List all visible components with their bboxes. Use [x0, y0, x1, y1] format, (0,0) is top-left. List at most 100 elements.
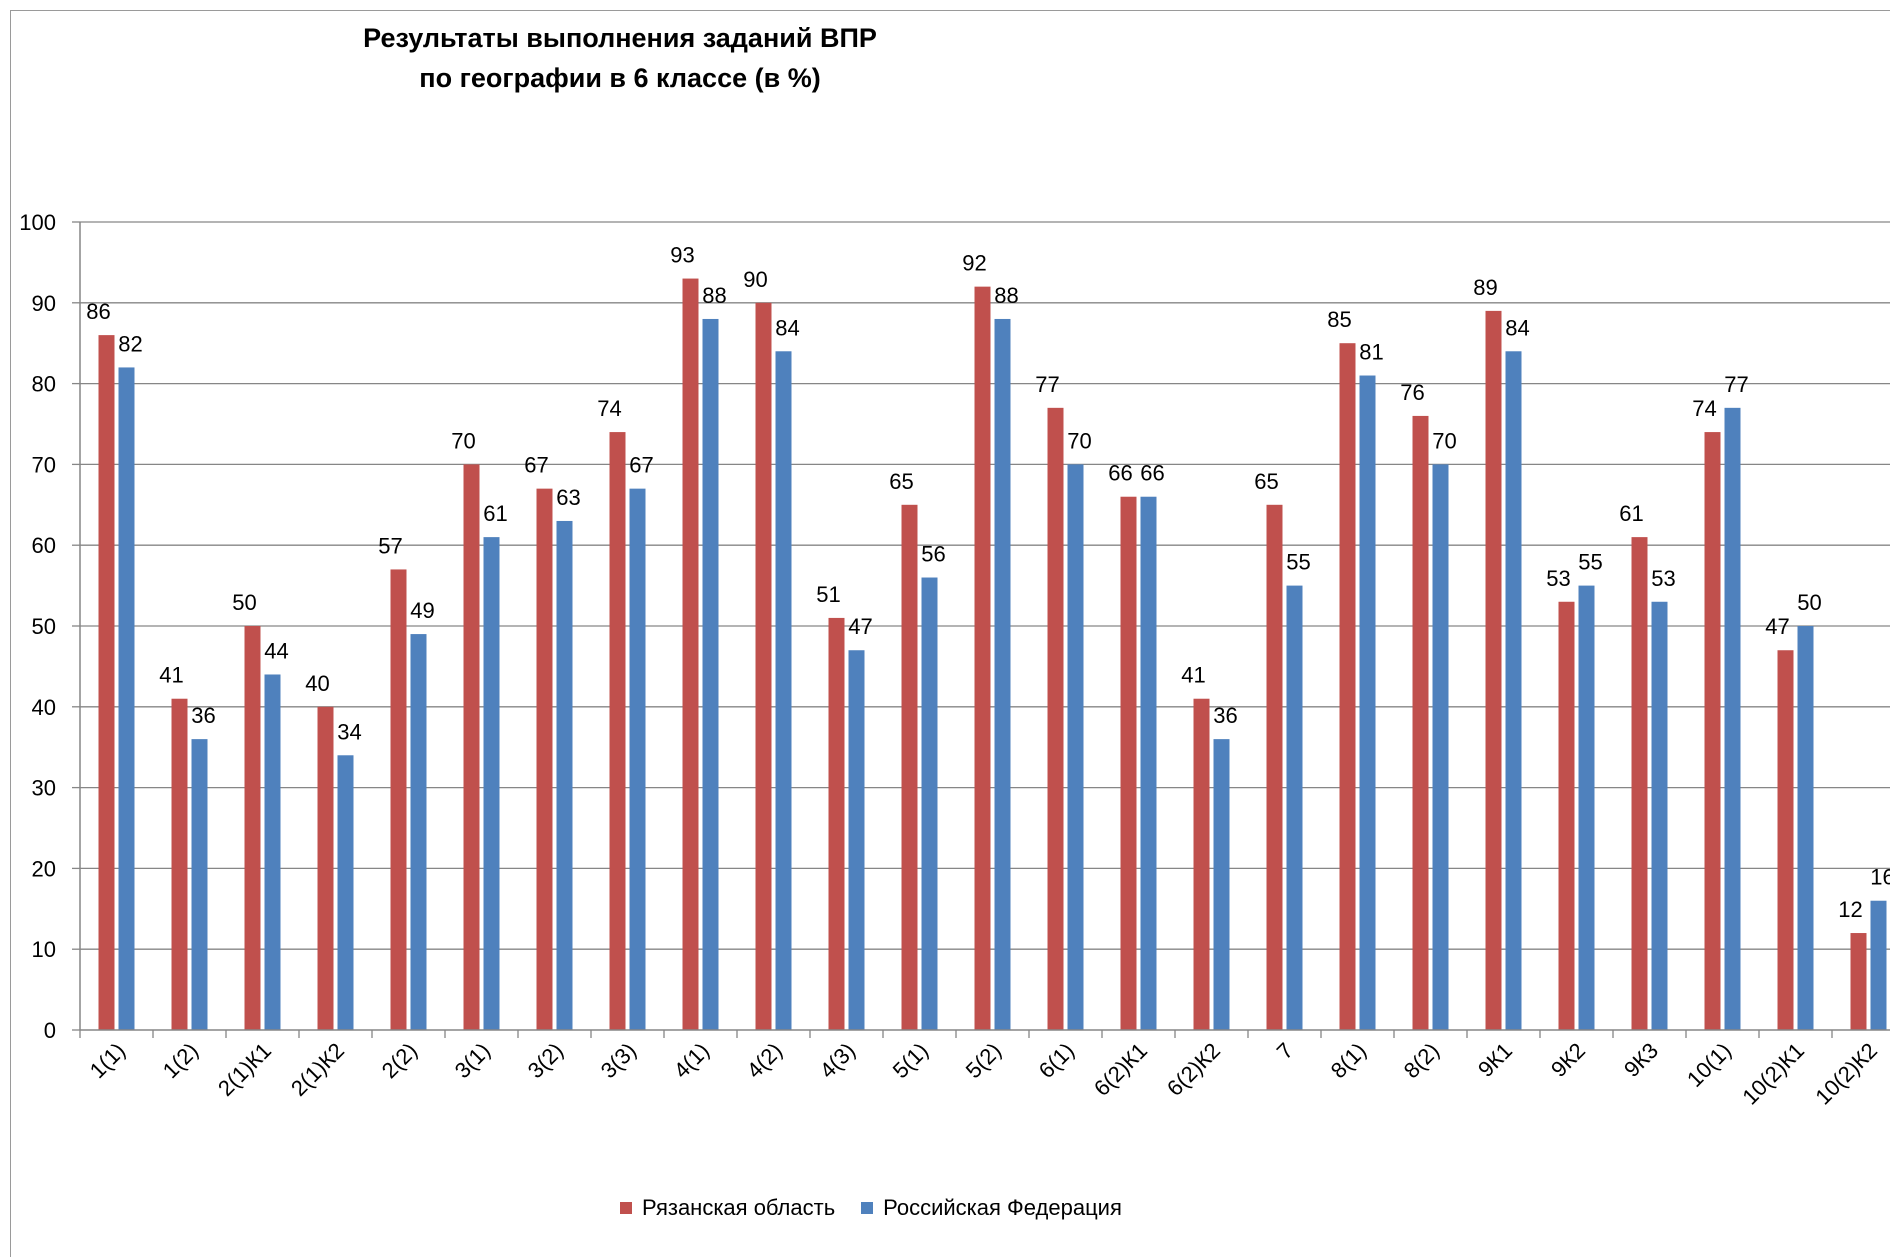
bar — [1558, 601, 1575, 1030]
bar — [463, 464, 480, 1030]
data-label: 51 — [816, 582, 840, 607]
chart-area — [10, 10, 1890, 1257]
data-label: 50 — [232, 590, 256, 615]
data-label: 57 — [378, 533, 402, 558]
y-axis-ticks: 0 10 20 30 40 50 60 70 80 90 100 — [19, 210, 56, 1043]
data-label: 74 — [1692, 396, 1716, 421]
bar — [1777, 650, 1794, 1030]
bar — [1266, 504, 1283, 1030]
x-tick-label: 4(2) — [742, 1038, 787, 1083]
bar — [1140, 496, 1157, 1031]
bar — [1704, 432, 1721, 1031]
bar — [1120, 496, 1137, 1031]
y-tick-label: 80 — [32, 372, 56, 397]
bar — [1213, 739, 1230, 1030]
chart-title-line-1: Результаты выполнения заданий ВПР — [363, 23, 877, 53]
x-tick-label: 9К1 — [1473, 1038, 1517, 1082]
data-label: 67 — [629, 453, 653, 478]
legend: Рязанская область Российская Федерация — [620, 1195, 1148, 1221]
bar — [317, 706, 334, 1030]
bar — [994, 318, 1011, 1031]
data-label: 49 — [410, 598, 434, 623]
data-label: 41 — [1181, 663, 1205, 688]
bar — [1870, 900, 1887, 1030]
data-label: 67 — [524, 453, 548, 478]
bar — [974, 286, 991, 1030]
data-label: 84 — [775, 315, 799, 340]
data-label: 84 — [1505, 315, 1529, 340]
data-label: 53 — [1651, 566, 1675, 591]
x-tick-label: 1(1) — [85, 1038, 130, 1083]
x-tick-label: 6(2)К1 — [1089, 1038, 1152, 1101]
bar — [1339, 343, 1356, 1030]
data-label: 74 — [597, 396, 621, 421]
bar — [1359, 375, 1376, 1030]
y-tick-label: 0 — [44, 1018, 56, 1043]
y-tick-label: 90 — [32, 291, 56, 316]
data-label: 82 — [118, 331, 142, 356]
legend-label-ryazan: Рязанская область — [642, 1195, 836, 1220]
bar — [828, 617, 845, 1030]
x-tick-label: 3(1) — [450, 1038, 495, 1083]
bar — [390, 569, 407, 1030]
data-label: 16 — [1870, 865, 1890, 890]
data-label: 86 — [86, 299, 110, 324]
x-tick-label: 6(2)К2 — [1162, 1038, 1225, 1101]
bar — [556, 520, 573, 1030]
x-tick-label: 10(2)К2 — [1810, 1038, 1882, 1110]
bar — [1193, 698, 1210, 1030]
data-label: 66 — [1140, 461, 1164, 486]
bar — [171, 698, 188, 1030]
x-tick-label: 6(1) — [1034, 1038, 1079, 1083]
data-label: 36 — [191, 703, 215, 728]
x-tick-label: 2(2) — [377, 1038, 422, 1083]
data-label: 70 — [451, 428, 475, 453]
bar — [536, 488, 553, 1030]
y-tick-label: 70 — [32, 452, 56, 477]
data-label: 36 — [1213, 703, 1237, 728]
bar — [702, 318, 719, 1031]
bar — [1432, 464, 1449, 1030]
axes — [79, 222, 1890, 1031]
chart-subtitle: по географии в 6 классе (в %) — [419, 63, 821, 93]
bar — [775, 351, 792, 1030]
x-tick-label: 4(3) — [815, 1038, 860, 1083]
x-tick-label: 8(2) — [1399, 1038, 1444, 1083]
x-tick-label: 9К3 — [1619, 1038, 1663, 1082]
data-label: 44 — [264, 638, 288, 663]
bar — [337, 755, 354, 1030]
legend-item-russia[interactable]: Российская Федерация — [861, 1195, 1122, 1221]
y-tick-label: 50 — [32, 614, 56, 639]
data-label: 47 — [848, 614, 872, 639]
y-tick-label: 40 — [32, 695, 56, 720]
x-tick-label: 10(1) — [1682, 1038, 1736, 1092]
bar — [1412, 415, 1429, 1030]
data-label: 61 — [1619, 501, 1643, 526]
data-label: 88 — [994, 283, 1018, 308]
bar — [609, 432, 626, 1031]
bar — [98, 335, 115, 1030]
data-labels: 86 82 41 36 50 44 40 34 57 49 70 61 67 63 74 67 93 88 90 84… — [86, 243, 1890, 922]
data-label: 93 — [670, 243, 694, 268]
data-label: 61 — [483, 501, 507, 526]
x-tick-label: 1(2) — [158, 1038, 203, 1083]
data-label: 89 — [1473, 275, 1497, 300]
bar — [1485, 310, 1502, 1030]
x-tick-label: 5(1) — [888, 1038, 933, 1083]
data-label: 70 — [1432, 428, 1456, 453]
bar — [1797, 626, 1814, 1030]
data-label: 92 — [962, 251, 986, 276]
data-label: 88 — [702, 283, 726, 308]
y-tick-label: 20 — [32, 856, 56, 881]
bar — [118, 367, 135, 1030]
legend-item-ryazan[interactable]: Рязанская область — [620, 1195, 835, 1221]
x-tick-label: 2(1)К2 — [286, 1038, 349, 1101]
data-label: 77 — [1035, 372, 1059, 397]
x-tick-label: 3(3) — [596, 1038, 641, 1083]
data-label: 12 — [1838, 897, 1862, 922]
bar — [244, 626, 261, 1030]
data-label: 65 — [889, 469, 913, 494]
bar — [1286, 585, 1303, 1030]
bar — [629, 488, 646, 1030]
